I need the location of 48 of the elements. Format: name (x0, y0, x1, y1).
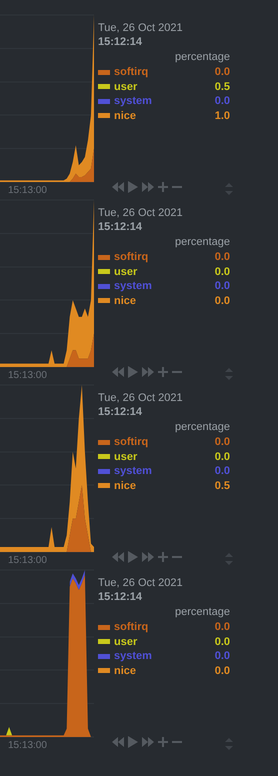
text: 0.0 (214, 650, 230, 662)
text: 0.0 (214, 636, 230, 648)
text: 0.0 (214, 621, 230, 634)
legend-label: system (114, 95, 153, 108)
legend-label: user (114, 80, 138, 93)
text: 0.0 (214, 664, 230, 677)
text: 0.0 (214, 294, 230, 307)
legend-label: system (114, 650, 153, 662)
text: 0.0 (214, 436, 230, 448)
text: 15:13:00 (8, 555, 47, 566)
legend-title: percentage (174, 606, 230, 620)
text: Tue, 26 Oct 2021 (98, 22, 184, 36)
legend-label: system (114, 465, 153, 478)
legend-label: nice (114, 480, 138, 492)
legend-label: softirq (114, 621, 150, 634)
legend-label: nice (114, 294, 138, 307)
legend-label: softirq (114, 251, 150, 264)
legend-label: system (114, 280, 153, 292)
text: 0.5 (214, 80, 230, 93)
text: 0.0 (214, 465, 230, 478)
text: Tue, 26 Oct 2021 (98, 207, 184, 221)
legend-label: user (114, 636, 138, 648)
legend-title: percentage (174, 236, 230, 250)
text: 0.0 (214, 95, 230, 108)
text: 0.0 (214, 280, 230, 292)
text: 15:12:14 (98, 221, 144, 235)
text: 0.0 (214, 251, 230, 264)
text: 0.5 (214, 480, 230, 492)
text: 15:13:00 (8, 185, 47, 196)
text: 15:13:00 (8, 740, 47, 751)
legend-label: softirq (114, 66, 150, 78)
legend-title: percentage (174, 51, 230, 65)
text: 15:13:00 (8, 370, 47, 381)
text: 0.0 (214, 450, 230, 463)
text: 15:12:14 (98, 36, 144, 50)
legend-label: softirq (114, 436, 150, 448)
legend-label: user (114, 450, 138, 463)
text: Tue, 26 Oct 2021 (98, 392, 184, 406)
text: 0.0 (214, 266, 230, 278)
text: 1.0 (214, 110, 230, 122)
legend-label: nice (114, 664, 138, 677)
legend-label: nice (114, 110, 138, 122)
text: Tue, 26 Oct 2021 (98, 577, 184, 591)
legend-title: percentage (174, 421, 230, 435)
legend-label: user (114, 266, 138, 278)
text: 0.0 (214, 66, 230, 78)
text: 15:12:14 (98, 406, 144, 420)
text: 15:12:14 (98, 591, 144, 605)
